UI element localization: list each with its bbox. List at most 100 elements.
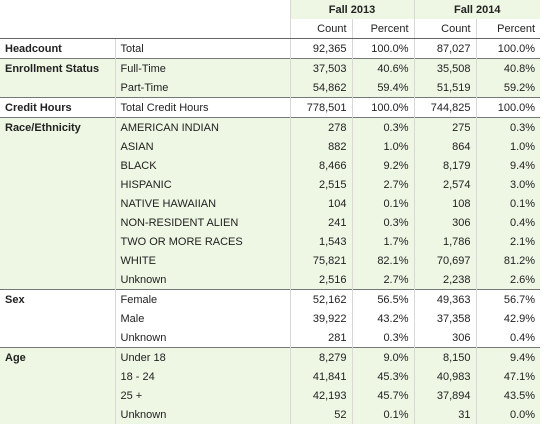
value-cell: 45.7% xyxy=(351,386,415,405)
value-cell: 0.3% xyxy=(475,117,541,137)
value-cell: 9.2% xyxy=(351,156,415,175)
row-label: 18 - 24 xyxy=(114,367,290,386)
value-cell: 100.0% xyxy=(351,97,415,118)
table-row: WHITE 75,821 82.1% 70,697 81.2% xyxy=(0,251,541,270)
table-row: Sex Female 52,162 56.5% 49,363 56.7% xyxy=(0,289,541,309)
value-cell: 45.3% xyxy=(351,367,415,386)
value-cell: 40,983 xyxy=(413,367,477,386)
value-cell: 40.8% xyxy=(475,58,541,78)
value-cell: 2,574 xyxy=(413,175,477,194)
row-label: Unknown xyxy=(114,328,290,348)
value-cell: 59.4% xyxy=(351,78,415,98)
value-cell: 87,027 xyxy=(413,38,477,59)
group-label: Age xyxy=(0,347,115,367)
value-cell: 2,238 xyxy=(413,270,477,290)
value-cell: 70,697 xyxy=(413,251,477,270)
group-label: Credit Hours xyxy=(0,97,115,118)
value-cell: 0.1% xyxy=(351,405,415,424)
value-cell: 2.6% xyxy=(475,270,541,290)
table-row: Part-Time 54,862 59.4% 51,519 59.2% xyxy=(0,78,541,98)
table-row: Unknown 52 0.1% 31 0.0% xyxy=(0,405,541,424)
value-cell: 1.7% xyxy=(351,232,415,251)
value-cell: 37,358 xyxy=(413,309,477,328)
blank-cell xyxy=(0,309,115,328)
value-cell: 54,862 xyxy=(289,78,352,98)
value-cell: 278 xyxy=(289,117,352,137)
row-label: TWO OR MORE RACES xyxy=(114,232,290,251)
table-row: Race/Ethnicity AMERICAN INDIAN 278 0.3% 275 0… xyxy=(0,117,541,137)
value-cell: 35,508 xyxy=(413,58,477,78)
term-header: Fall 2014 xyxy=(413,0,541,19)
value-cell: 40.6% xyxy=(351,58,415,78)
term-header: Fall 2013 xyxy=(289,0,415,19)
table-body: Fall 2013 Fall 2014 Count Percent Count … xyxy=(0,0,541,424)
row-label: Male xyxy=(114,309,290,328)
value-cell: 100.0% xyxy=(351,38,415,59)
value-cell: 275 xyxy=(413,117,477,137)
value-cell: 0.1% xyxy=(351,194,415,213)
row-label: Unknown xyxy=(114,405,290,424)
value-cell: 82.1% xyxy=(351,251,415,270)
table-row: Unknown 281 0.3% 306 0.4% xyxy=(0,328,541,348)
value-cell: 0.4% xyxy=(475,328,541,348)
value-cell: 8,179 xyxy=(413,156,477,175)
blank-cell xyxy=(0,175,115,194)
value-cell: 882 xyxy=(289,137,352,156)
value-cell: 100.0% xyxy=(475,38,541,59)
row-label: Unknown xyxy=(114,270,290,290)
blank-cell xyxy=(0,251,115,270)
row-label: NON-RESIDENT ALIEN xyxy=(114,213,290,232)
table-row: ASIAN 882 1.0% 864 1.0% xyxy=(0,137,541,156)
value-cell: 306 xyxy=(413,328,477,348)
blank-cell xyxy=(115,19,290,39)
value-cell: 92,365 xyxy=(289,38,352,59)
value-cell: 56.7% xyxy=(475,289,541,309)
value-cell: 0.3% xyxy=(351,117,415,137)
table-row: Headcount Total 92,365 100.0% 87,027 100.0% xyxy=(0,38,541,59)
value-cell: 108 xyxy=(413,194,477,213)
value-cell: 2.1% xyxy=(475,232,541,251)
value-cell: 9.0% xyxy=(351,347,415,367)
value-cell: 49,363 xyxy=(413,289,477,309)
value-cell: 8,466 xyxy=(289,156,352,175)
row-label: Total xyxy=(114,38,290,59)
table-row: TWO OR MORE RACES 1,543 1.7% 1,786 2.1% xyxy=(0,232,541,251)
value-cell: 3.0% xyxy=(475,175,541,194)
row-label: WHITE xyxy=(114,251,290,270)
row-label: Under 18 xyxy=(114,347,290,367)
value-cell: 281 xyxy=(289,328,352,348)
value-cell: 8,150 xyxy=(413,347,477,367)
blank-cell xyxy=(0,78,115,98)
column-header: Percent xyxy=(351,19,415,39)
blank-cell xyxy=(0,232,115,251)
value-cell: 2,516 xyxy=(289,270,352,290)
group-label: Enrollment Status xyxy=(0,58,115,78)
value-cell: 0.1% xyxy=(475,194,541,213)
blank-cell xyxy=(0,367,115,386)
table-row: 25 +42,193 45.7% 37,894 43.5% xyxy=(0,386,541,405)
value-cell: 8,279 xyxy=(289,347,352,367)
value-cell: 41,841 xyxy=(289,367,352,386)
row-label: Part-Time xyxy=(114,78,290,98)
value-cell: 306 xyxy=(413,213,477,232)
table-row: Age Under 18 8,279 9.0% 8,150 9.4% xyxy=(0,347,541,367)
row-label: AMERICAN INDIAN xyxy=(114,117,290,137)
value-cell: 81.2% xyxy=(475,251,541,270)
blank-cell xyxy=(115,0,290,19)
row-label: HISPANIC xyxy=(114,175,290,194)
value-cell: 0.3% xyxy=(351,328,415,348)
value-cell: 56.5% xyxy=(351,289,415,309)
blank-cell xyxy=(0,405,115,424)
value-cell: 2,515 xyxy=(289,175,352,194)
group-label: Sex xyxy=(0,289,115,309)
header-row: Count Percent Count Percent xyxy=(0,19,541,39)
table-row: NATIVE HAWAIIAN 104 0.1% 108 0.1% xyxy=(0,194,541,213)
value-cell: 42,193 xyxy=(289,386,352,405)
group-label: Race/Ethnicity xyxy=(0,117,115,137)
value-cell: 241 xyxy=(289,213,352,232)
blank-cell xyxy=(0,213,115,232)
table-row: Unknown 2,516 2.7% 2,238 2.6% xyxy=(0,270,541,290)
group-label: Headcount xyxy=(0,38,115,59)
value-cell: 0.4% xyxy=(475,213,541,232)
value-cell: 1.0% xyxy=(475,137,541,156)
